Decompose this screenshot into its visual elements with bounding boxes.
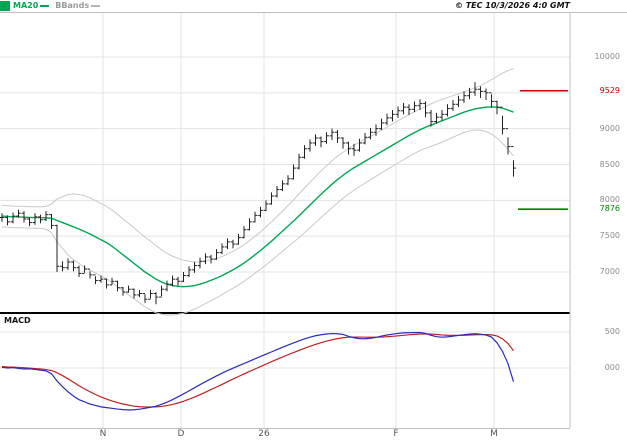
time-axis-label: D — [177, 429, 185, 439]
chart-header: MA20 BBands © TEC 10/3/2026 4:0 GMT — [0, 0, 627, 12]
price-axis-label: 10000 — [594, 52, 620, 61]
price-axis-label: 7000 — [599, 267, 620, 276]
bbands-line-sample — [91, 5, 101, 7]
macd-axis-label: 500 — [604, 327, 620, 336]
legend-swatch — [0, 1, 10, 11]
copyright-text: © TEC 10/3/2026 4:0 GMT — [454, 1, 570, 10]
price-axis-label: 8500 — [599, 160, 620, 169]
legend-ma20-label: MA20 — [13, 1, 39, 10]
legend-bbands-label: BBands — [55, 1, 90, 10]
support-level-label: 7876 — [599, 204, 620, 213]
macd-panel-label: MACD — [4, 316, 31, 325]
time-axis-label: 26 — [258, 429, 270, 439]
price-axis-label: 9000 — [599, 124, 620, 133]
ma20-line-sample — [40, 5, 50, 7]
macd-axis-label: 000 — [604, 363, 620, 372]
price-axis-label: 8000 — [599, 195, 620, 204]
time-axis-label: N — [99, 429, 107, 439]
time-axis-label: M — [490, 429, 498, 439]
time-axis-label: F — [393, 429, 399, 439]
resistance-level-label: 9529 — [599, 86, 620, 95]
price-axis-label: 7500 — [599, 231, 620, 240]
